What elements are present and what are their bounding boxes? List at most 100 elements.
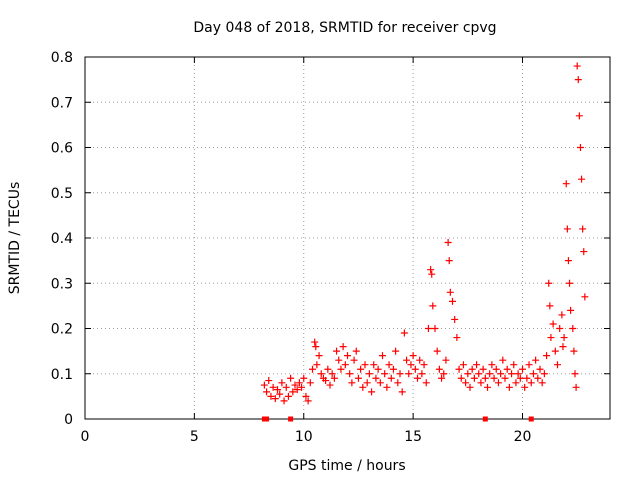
- data-point: [424, 325, 432, 332]
- data-point: [357, 365, 365, 373]
- data-point: [505, 383, 513, 391]
- data-point: [453, 334, 461, 342]
- data-point: [428, 270, 436, 278]
- data-point: [269, 383, 277, 391]
- data-point: [497, 370, 505, 378]
- data-point: [333, 347, 341, 355]
- data-point: [309, 365, 316, 373]
- data-point: [488, 361, 496, 369]
- data-point: [405, 370, 413, 378]
- data-point: [580, 248, 588, 256]
- data-point: [348, 379, 356, 387]
- data-point: [293, 386, 301, 394]
- data-point: [446, 288, 454, 296]
- data-point: [414, 374, 421, 382]
- data-point: [549, 320, 557, 328]
- data-point: [521, 383, 529, 391]
- data-point: [546, 302, 554, 310]
- data-point: [503, 365, 511, 373]
- data-point: [433, 347, 441, 355]
- y-tick-label: 0.8: [51, 50, 73, 66]
- data-point: [438, 374, 446, 382]
- data-point: [529, 370, 537, 378]
- data-points: [260, 62, 589, 405]
- data-point: [538, 379, 546, 387]
- data-point: [389, 365, 397, 373]
- data-point: [442, 356, 450, 364]
- x-tick-label: 10: [295, 429, 313, 445]
- data-point: [516, 374, 524, 382]
- data-point: [501, 374, 509, 382]
- data-point: [462, 379, 470, 387]
- data-point: [545, 279, 553, 287]
- data-point: [468, 365, 476, 373]
- bottom-marker: [528, 416, 534, 422]
- data-point: [295, 379, 303, 387]
- data-point: [282, 383, 290, 391]
- data-point: [372, 374, 380, 382]
- axis-ticks: [84, 56, 610, 420]
- bottom-marker: [264, 416, 270, 422]
- data-point: [403, 356, 411, 364]
- data-point: [427, 266, 435, 274]
- data-point: [466, 383, 474, 391]
- data-point: [525, 361, 533, 369]
- data-point: [396, 370, 404, 378]
- data-point: [540, 370, 548, 378]
- bottom-marker: [288, 416, 294, 422]
- data-point: [527, 379, 535, 387]
- data-point: [523, 374, 531, 382]
- data-point: [263, 388, 271, 396]
- data-point: [435, 365, 443, 373]
- data-point: [494, 379, 502, 387]
- data-point: [455, 365, 463, 373]
- data-point: [352, 347, 360, 355]
- data-point: [354, 374, 362, 382]
- data-point: [289, 388, 297, 396]
- data-point: [274, 386, 281, 394]
- data-point: [567, 306, 575, 314]
- data-point: [572, 383, 580, 391]
- data-point: [534, 374, 542, 382]
- data-point: [429, 302, 437, 310]
- data-point: [569, 325, 577, 332]
- data-point: [312, 343, 320, 351]
- y-tick-label: 0: [64, 412, 73, 428]
- data-point: [479, 365, 487, 373]
- data-point: [350, 356, 358, 364]
- data-point: [370, 361, 378, 369]
- data-point: [306, 379, 314, 387]
- data-point: [510, 361, 518, 369]
- data-point: [481, 374, 489, 382]
- data-point: [359, 383, 367, 391]
- data-point: [547, 334, 555, 342]
- data-point: [409, 352, 417, 360]
- data-point: [361, 361, 369, 369]
- y-tick-label: 0.6: [51, 141, 73, 157]
- data-point: [287, 374, 295, 382]
- data-point: [551, 347, 559, 355]
- data-point: [508, 370, 516, 378]
- data-point: [365, 370, 373, 378]
- data-point: [431, 325, 439, 332]
- data-point: [379, 352, 386, 360]
- data-point: [554, 361, 561, 369]
- x-tick-label: 15: [404, 429, 422, 445]
- data-point: [381, 370, 389, 378]
- data-point: [575, 112, 583, 120]
- data-point: [440, 370, 448, 378]
- data-point: [449, 297, 456, 305]
- data-point: [363, 379, 371, 387]
- data-point: [464, 370, 472, 378]
- data-point: [324, 365, 332, 373]
- data-point: [383, 383, 391, 391]
- data-point: [328, 370, 336, 378]
- data-point: [385, 361, 393, 369]
- bottom-markers: [261, 416, 534, 422]
- y-tick-labels: 0 0.1 0.2 0.3 0.4 0.5 0.6 0.7 0.8: [51, 50, 73, 428]
- data-point: [407, 361, 415, 369]
- data-point: [570, 347, 578, 355]
- data-point: [576, 144, 584, 151]
- data-point: [304, 397, 312, 405]
